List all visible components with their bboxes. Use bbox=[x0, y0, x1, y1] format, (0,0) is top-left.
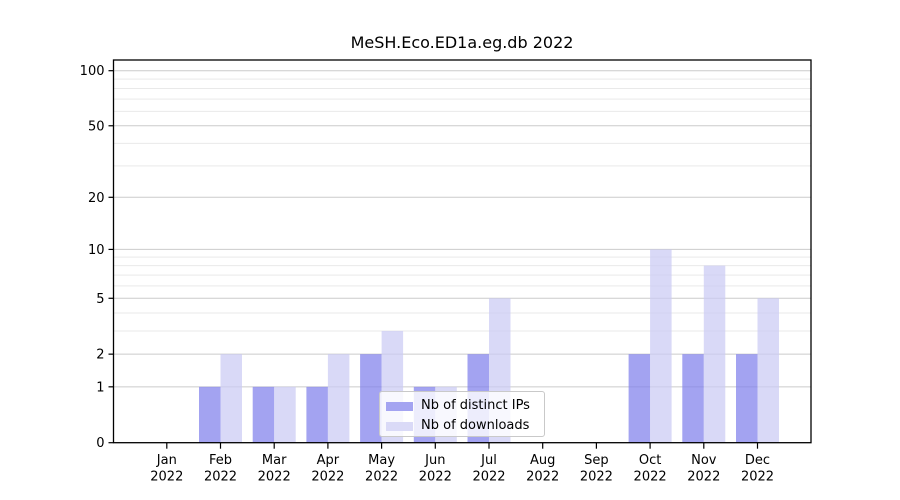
bar-distinct-ips bbox=[736, 354, 758, 443]
x-tick-label-year: 2022 bbox=[150, 470, 183, 485]
bar-distinct-ips bbox=[360, 354, 382, 443]
x-tick-label-month: May bbox=[368, 453, 395, 468]
bar-downloads bbox=[650, 249, 672, 443]
x-tick-label-year: 2022 bbox=[258, 470, 291, 485]
x-tick-label-year: 2022 bbox=[204, 470, 237, 485]
y-tick-label: 10 bbox=[88, 243, 105, 258]
y-tick-label: 2 bbox=[96, 348, 104, 363]
bar-downloads bbox=[703, 265, 726, 443]
y-tick-label: 5 bbox=[96, 292, 104, 307]
bar-distinct-ips bbox=[306, 386, 328, 443]
bar-distinct-ips bbox=[199, 386, 221, 443]
legend-swatch-distinct-ips bbox=[386, 401, 413, 411]
plot-border bbox=[112, 59, 812, 444]
bar-distinct-ips bbox=[628, 354, 651, 443]
legend-swatch-downloads bbox=[386, 421, 413, 431]
y-tick-label: 50 bbox=[88, 119, 105, 134]
bar-downloads bbox=[327, 354, 350, 443]
y-tick-label: 1 bbox=[96, 380, 104, 395]
x-tick-label-month: Aug bbox=[530, 453, 555, 468]
legend-label-downloads: Nb of downloads bbox=[421, 418, 530, 433]
x-tick-label-month: Oct bbox=[639, 453, 661, 468]
x-tick-label-year: 2022 bbox=[311, 470, 344, 485]
x-tick-label-month: Mar bbox=[262, 453, 287, 468]
x-tick-label-month: Jun bbox=[424, 453, 445, 468]
bar-distinct-ips bbox=[252, 386, 275, 443]
x-tick-label-year: 2022 bbox=[634, 470, 667, 485]
bar-downloads bbox=[274, 386, 296, 443]
x-tick-label-month: Nov bbox=[691, 453, 717, 468]
x-tick-label-month: Jul bbox=[480, 453, 497, 468]
x-tick-label-year: 2022 bbox=[472, 470, 505, 485]
y-tick-label: 100 bbox=[80, 64, 105, 79]
x-tick-label-month: Sep bbox=[584, 453, 609, 468]
x-tick-label-month: Apr bbox=[317, 453, 340, 468]
x-tick-label-month: Jan bbox=[156, 453, 177, 468]
bar-downloads bbox=[757, 298, 779, 443]
chart-title: MeSH.Eco.ED1a.eg.db 2022 bbox=[350, 33, 574, 52]
x-tick-label-year: 2022 bbox=[687, 470, 720, 485]
legend-label-distinct-ips: Nb of distinct IPs bbox=[421, 398, 530, 413]
bar-downloads bbox=[220, 354, 242, 443]
y-tick-label: 20 bbox=[88, 191, 105, 206]
legend-item-distinct-ips: Nb of distinct IPs bbox=[386, 396, 538, 416]
x-tick-label-month: Dec bbox=[745, 453, 770, 468]
legend-item-downloads: Nb of downloads bbox=[386, 416, 538, 436]
y-tick-label: 0 bbox=[96, 436, 104, 451]
x-tick-label-year: 2022 bbox=[365, 470, 398, 485]
x-tick-label-year: 2022 bbox=[741, 470, 774, 485]
x-tick-label-month: Feb bbox=[209, 453, 232, 468]
legend: Nb of distinct IPs Nb of downloads bbox=[379, 391, 545, 437]
x-tick-label-year: 2022 bbox=[419, 470, 452, 485]
x-tick-label-year: 2022 bbox=[580, 470, 613, 485]
x-tick-label-year: 2022 bbox=[526, 470, 559, 485]
bar-distinct-ips bbox=[682, 354, 704, 443]
